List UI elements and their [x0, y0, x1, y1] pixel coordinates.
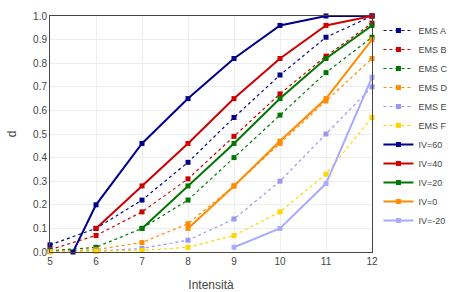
- svg-text:5: 5: [47, 256, 53, 267]
- svg-text:EMS B: EMS B: [418, 45, 446, 55]
- svg-text:8: 8: [185, 256, 191, 267]
- svg-text:IV=20: IV=20: [418, 178, 442, 188]
- svg-text:0.6: 0.6: [33, 105, 47, 116]
- svg-text:0.5: 0.5: [33, 129, 47, 140]
- svg-text:0.1: 0.1: [33, 223, 47, 234]
- svg-text:0.4: 0.4: [33, 152, 47, 163]
- svg-text:0.9: 0.9: [33, 34, 47, 45]
- svg-text:EMS C: EMS C: [418, 64, 447, 74]
- svg-text:IV=60: IV=60: [418, 140, 442, 150]
- svg-text:1.0: 1.0: [33, 11, 47, 22]
- svg-text:IV=40: IV=40: [418, 159, 442, 169]
- svg-text:EMS A: EMS A: [418, 26, 446, 36]
- svg-text:EMS D: EMS D: [418, 83, 447, 93]
- svg-text:11: 11: [321, 256, 332, 267]
- svg-text:0.3: 0.3: [33, 176, 47, 187]
- svg-text:7: 7: [139, 256, 145, 267]
- svg-text:Intensità: Intensità: [188, 278, 234, 292]
- svg-text:IV=0: IV=0: [418, 197, 437, 207]
- svg-text:0.0: 0.0: [33, 247, 47, 258]
- svg-text:6: 6: [93, 256, 99, 267]
- svg-text:10: 10: [274, 256, 286, 267]
- svg-text:12: 12: [366, 256, 378, 267]
- svg-text:d: d: [5, 131, 19, 138]
- svg-text:0.8: 0.8: [33, 58, 47, 69]
- svg-text:0.7: 0.7: [33, 81, 47, 92]
- svg-text:IV=-20: IV=-20: [418, 216, 445, 226]
- svg-text:EMS F: EMS F: [418, 121, 446, 131]
- svg-text:9: 9: [231, 256, 237, 267]
- svg-text:0.2: 0.2: [33, 199, 47, 210]
- svg-text:EMS E: EMS E: [418, 102, 446, 112]
